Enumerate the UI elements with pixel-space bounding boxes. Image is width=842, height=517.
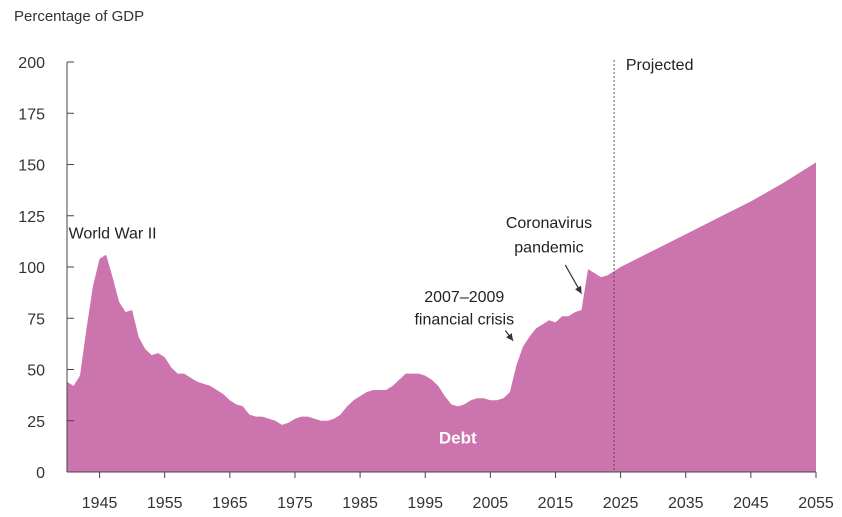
- unit-label: Percentage of GDP: [14, 8, 144, 25]
- area-layer: Debt: [67, 162, 816, 472]
- x-tick-label: 2005: [473, 495, 509, 512]
- y-tick-label: 25: [27, 414, 45, 431]
- x-tick-label: 1995: [407, 495, 443, 512]
- y-tick-label: 0: [36, 465, 45, 482]
- annotation-crisis_2: financial crisis: [414, 311, 514, 328]
- x-tick-label: 2025: [603, 495, 639, 512]
- annotations-layer: World War II 2007–2009 financial crisis Cor…: [69, 57, 694, 342]
- x-tick-label: 2015: [538, 495, 574, 512]
- x-tick-label: 1985: [342, 495, 378, 512]
- y-tick-label: 75: [27, 311, 45, 328]
- annotation-covid_2: pandemic: [514, 240, 583, 257]
- x-tick-label: 1945: [82, 495, 118, 512]
- x-tick-label: 2055: [798, 495, 834, 512]
- series-label-debt: Debt: [439, 428, 477, 447]
- crisis-arrow-head: [506, 333, 514, 341]
- annotation-projected: Projected: [626, 57, 694, 74]
- y-tick-label: 100: [18, 260, 45, 277]
- x-tick-label: 1955: [147, 495, 183, 512]
- y-tick-label: 150: [18, 158, 45, 175]
- y-tick-label: 125: [18, 209, 45, 226]
- annotation-ww2: World War II: [69, 225, 157, 242]
- x-tick-label: 2035: [668, 495, 704, 512]
- covid-arrow-head: [575, 285, 582, 294]
- axes-layer: [66, 60, 817, 478]
- x-tick-label: 1965: [212, 495, 248, 512]
- debt-area: [67, 162, 816, 472]
- y-tick-label: 200: [18, 55, 45, 72]
- x-tick-label: 1975: [277, 495, 313, 512]
- y-tick-label: 50: [27, 363, 45, 380]
- x-tick-label: 2045: [733, 495, 769, 512]
- annotation-crisis_1: 2007–2009: [424, 289, 504, 306]
- annotation-covid_1: Coronavirus: [506, 215, 592, 232]
- y-tick-label: 175: [18, 106, 45, 123]
- tick-labels-layer: 0 25 50 75 100 125 150 175 200 1945 1955 1965 1975 19…: [18, 55, 834, 512]
